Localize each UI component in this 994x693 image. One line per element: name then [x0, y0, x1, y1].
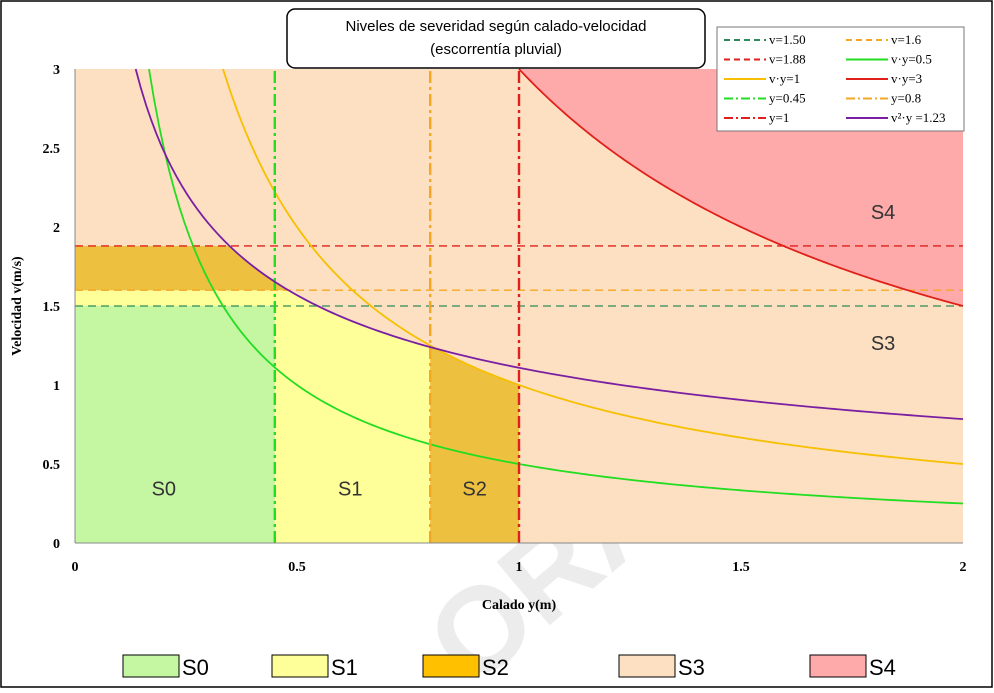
x-tick-label: 0.5	[288, 560, 306, 575]
series-legend: v=1.50 v=1.6 v=1.88 v·y=0.5 v·y=1 v·y=3 y=0.45…	[716, 26, 965, 132]
severity-label-s3: S3	[678, 655, 705, 680]
axis-ticks: 0 0.5 1 1.5 2 0 0.5 1 1.5 2 2.5 3	[43, 63, 967, 575]
region-label-s4: S4	[871, 202, 895, 224]
x-tick-label: 1	[516, 560, 523, 575]
region-label-s2: S2	[462, 479, 486, 501]
y-tick-label: 2	[53, 221, 60, 236]
severity-swatch-s4	[809, 654, 867, 678]
plot-area: S0 S1 S2 S3 S4	[74, 68, 964, 544]
series-line-5	[518, 68, 964, 307]
chart-title: Niveles de severidad según calado-veloci…	[345, 18, 646, 35]
region-label-s1: S1	[338, 479, 362, 501]
y-tick-label: 1.5	[43, 300, 61, 315]
region-s2-band	[75, 245, 289, 291]
legend-label-4: v·y=1	[769, 71, 800, 86]
y-tick-label: 3	[53, 63, 60, 78]
region-s1-band	[75, 290, 318, 306]
region-label-s0: S0	[152, 479, 176, 501]
legend-label-7: y=0.8	[891, 91, 921, 106]
legend-label-8: y=1	[769, 110, 789, 125]
region-s1	[274, 306, 431, 543]
legend-label-9: v²·y =1.23	[891, 110, 946, 125]
x-axis-title: Calado y(m)	[482, 598, 557, 613]
severity-swatch-s3	[618, 654, 676, 678]
chart-subtitle: (escorrentía pluvial)	[430, 41, 562, 58]
legend-label-1: v=1.6	[891, 32, 922, 47]
legend-label-0: v=1.50	[769, 32, 806, 47]
x-tick-label: 0	[72, 560, 79, 575]
severity-label-s4: S4	[869, 655, 896, 680]
region-s0	[75, 306, 275, 543]
x-tick-label: 2	[960, 560, 967, 575]
chart-title-box: Niveles de severidad según calado-veloci…	[286, 8, 706, 69]
legend-label-6: y=0.45	[769, 91, 806, 106]
region-label-s3: S3	[871, 333, 895, 355]
legend-label-2: v=1.88	[769, 52, 806, 67]
severity-swatch-s2	[422, 654, 480, 678]
y-tick-label: 0.5	[43, 458, 61, 473]
series-line-9	[134, 68, 964, 420]
series-line-4	[222, 68, 964, 465]
y-tick-label: 2.5	[43, 142, 61, 157]
y-tick-label: 1	[53, 379, 60, 394]
severity-label-s2: S2	[482, 655, 509, 680]
severity-legend: S0 S1 S2 S3 S4	[122, 654, 896, 680]
legend-label-3: v·y=0.5	[891, 52, 932, 67]
severity-swatch-s0	[122, 654, 180, 678]
region-s2	[430, 345, 519, 543]
severity-swatch-s1	[271, 654, 329, 678]
severity-label-s1: S1	[331, 655, 358, 680]
severity-label-s0: S0	[182, 655, 209, 680]
y-tick-label: 0	[53, 537, 60, 552]
legend-label-5: v·y=3	[891, 71, 922, 86]
x-tick-label: 1.5	[732, 560, 750, 575]
y-axis-title: Velocidad v(m/s)	[10, 256, 25, 356]
series-line-3	[148, 68, 964, 505]
